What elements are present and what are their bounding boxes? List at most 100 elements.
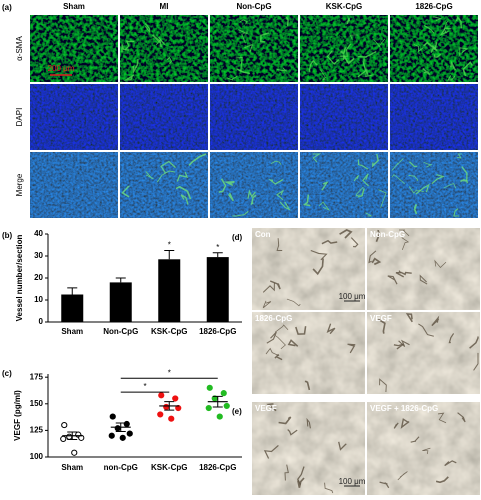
fiber xyxy=(297,466,305,485)
micrograph xyxy=(300,84,388,150)
fiber xyxy=(457,412,466,423)
fiber xyxy=(132,58,139,75)
fiber xyxy=(339,229,353,239)
y-axis-label: Vessel number/section xyxy=(15,235,24,322)
fiber xyxy=(379,481,390,489)
fiber xyxy=(395,270,405,278)
x-tick-label: KSK-CpG xyxy=(151,327,187,336)
fiber xyxy=(295,326,307,335)
y-tick-label: 0 xyxy=(39,317,44,326)
fiber xyxy=(175,185,192,200)
fiber xyxy=(448,333,455,344)
fiber xyxy=(357,50,377,58)
fiber xyxy=(166,56,173,65)
fiber xyxy=(276,238,283,251)
fiber xyxy=(250,194,257,206)
data-point xyxy=(71,449,78,456)
fiber xyxy=(431,174,446,185)
fiber xyxy=(355,186,364,197)
fiber xyxy=(304,380,311,391)
row-label: Merge xyxy=(15,173,24,196)
fiber xyxy=(349,34,359,40)
fiber xyxy=(339,47,347,55)
fiber xyxy=(287,339,299,347)
fiber xyxy=(338,441,347,451)
image-label: Con xyxy=(255,230,271,239)
fiber xyxy=(286,298,301,307)
fiber xyxy=(357,58,367,78)
fiber xyxy=(387,275,398,285)
fiber xyxy=(238,29,248,35)
column-header: 1826-CpG xyxy=(415,2,452,11)
phase-image xyxy=(367,228,480,310)
fiber xyxy=(432,16,443,21)
column-header: Sham xyxy=(63,2,85,11)
fiber xyxy=(275,335,286,350)
fiber xyxy=(459,47,469,56)
micrograph xyxy=(30,152,118,218)
fiber xyxy=(284,464,289,481)
data-point xyxy=(60,435,67,443)
fiber xyxy=(391,174,405,184)
fiber xyxy=(278,416,292,425)
fiber xyxy=(241,32,246,44)
fiber xyxy=(262,300,272,309)
fiber xyxy=(398,339,410,348)
fiber xyxy=(422,447,431,454)
fiber xyxy=(443,183,457,189)
fiber xyxy=(279,201,291,211)
data-point xyxy=(172,395,179,402)
scale-bar-label: 100 μm xyxy=(339,292,366,301)
significance: * xyxy=(168,241,171,250)
fiber xyxy=(266,331,277,344)
fiber xyxy=(152,34,162,48)
x-tick-label: KSK-CpG xyxy=(151,463,187,472)
fiber xyxy=(422,67,431,76)
x-tick-label: Sham xyxy=(61,327,83,336)
fiber xyxy=(297,477,305,488)
fiber xyxy=(269,280,281,290)
significance: * xyxy=(216,243,219,252)
fiber xyxy=(266,403,277,412)
fiber xyxy=(434,259,447,269)
micrograph xyxy=(390,84,478,150)
image-label: 1826-CpG xyxy=(255,314,292,323)
data-point xyxy=(157,411,164,418)
fiber xyxy=(373,38,386,48)
micrograph xyxy=(120,84,208,150)
fiber xyxy=(320,69,326,81)
fiber xyxy=(324,482,334,494)
fiber xyxy=(285,16,289,27)
fiber xyxy=(321,181,329,191)
fiber xyxy=(342,53,355,65)
data-point xyxy=(108,432,115,439)
fiber xyxy=(350,237,359,248)
fiber xyxy=(449,60,457,71)
fiber xyxy=(263,444,279,459)
significance: * xyxy=(143,382,146,391)
fiber xyxy=(265,347,280,357)
image-label: VEGF xyxy=(370,314,392,323)
fiber xyxy=(462,61,473,77)
error-bar xyxy=(164,250,175,260)
fiber xyxy=(430,44,438,53)
panel-label: (e) xyxy=(232,407,242,416)
fiber xyxy=(393,343,404,350)
fiber xyxy=(180,194,189,205)
fiber xyxy=(176,171,189,182)
fiber xyxy=(423,41,438,51)
fiber xyxy=(274,353,283,361)
sem-bar xyxy=(164,401,175,411)
fiber xyxy=(377,318,386,334)
fiber xyxy=(447,75,456,81)
fiber xyxy=(433,53,442,58)
data-point xyxy=(61,421,68,429)
fiber xyxy=(418,323,434,337)
fiber xyxy=(312,258,324,276)
fiber xyxy=(460,178,467,183)
micrograph xyxy=(210,84,298,150)
fiber xyxy=(227,192,234,202)
phase-image xyxy=(252,402,365,495)
y-tick-label: 125 xyxy=(30,426,44,435)
fiber xyxy=(419,274,428,285)
